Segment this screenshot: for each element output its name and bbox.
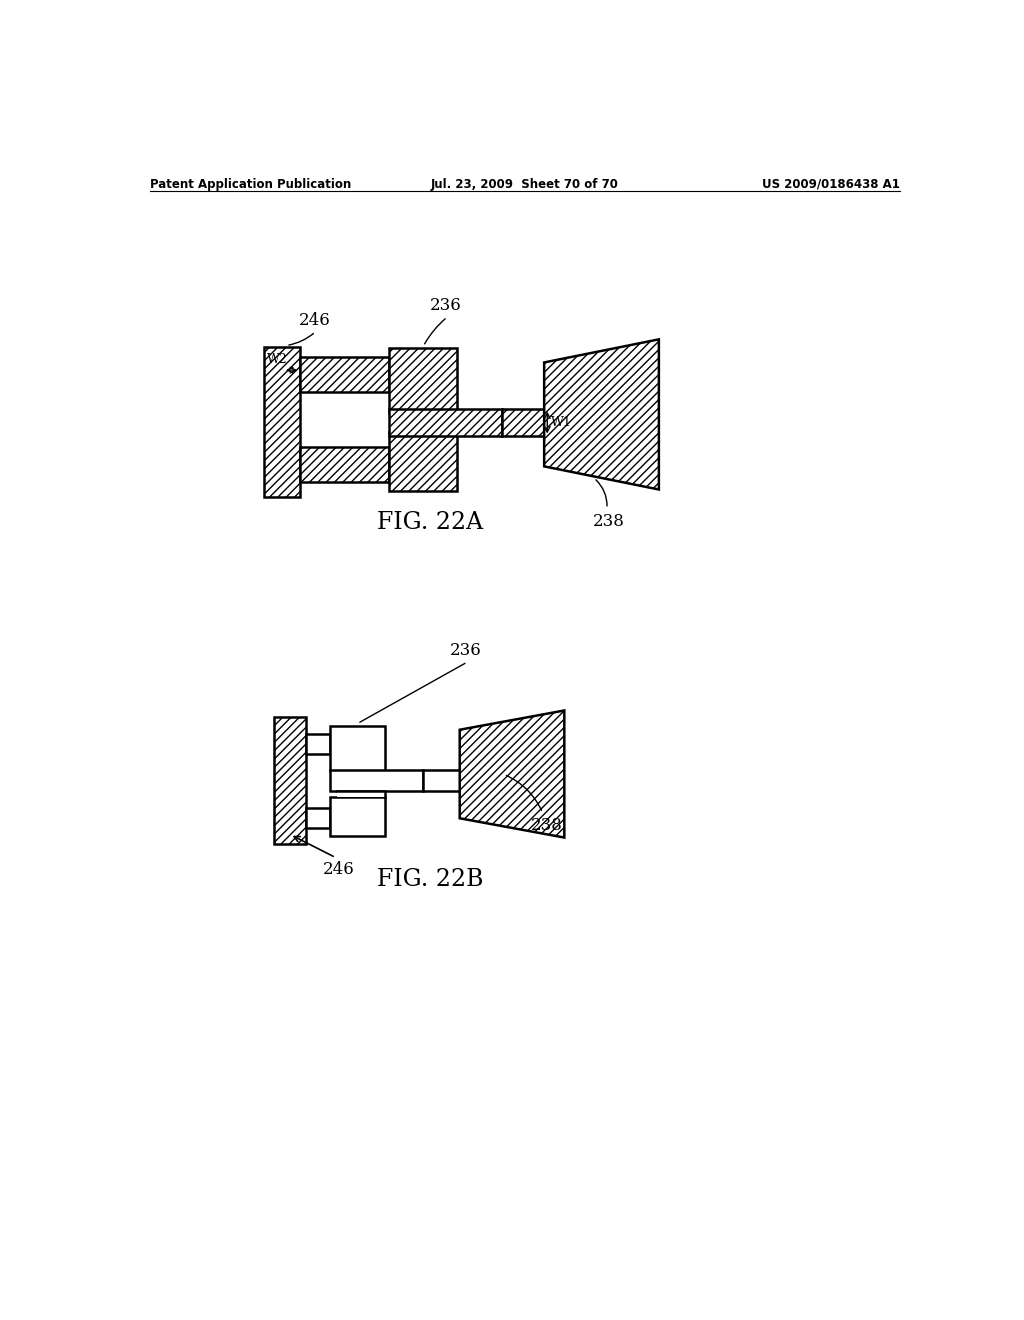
Bar	[330, 797, 385, 836]
Bar	[306, 808, 330, 829]
Bar	[300, 358, 389, 392]
Bar	[330, 726, 385, 771]
Polygon shape	[544, 339, 658, 490]
Bar	[423, 770, 460, 792]
Text: FIG. 22A: FIG. 22A	[377, 511, 483, 535]
Text: 238: 238	[593, 512, 625, 529]
Text: W2: W2	[266, 354, 288, 367]
Bar	[389, 432, 458, 491]
Bar	[330, 770, 423, 792]
Bar	[264, 347, 300, 498]
Text: W1: W1	[551, 416, 572, 429]
Bar	[306, 734, 330, 754]
Bar	[502, 409, 544, 437]
Bar	[389, 348, 458, 413]
Text: 246: 246	[324, 861, 355, 878]
Bar	[273, 717, 306, 843]
Text: US 2009/0186438 A1: US 2009/0186438 A1	[762, 178, 900, 190]
Text: 238: 238	[531, 817, 563, 834]
Text: 246: 246	[299, 313, 331, 330]
Text: Patent Application Publication: Patent Application Publication	[150, 178, 351, 190]
Text: FIG. 22B: FIG. 22B	[377, 869, 483, 891]
Bar	[300, 447, 389, 482]
Bar	[389, 409, 502, 437]
Text: 236: 236	[430, 297, 462, 314]
Text: 236: 236	[450, 642, 481, 659]
Bar	[337, 792, 385, 797]
Polygon shape	[460, 710, 564, 838]
Text: Jul. 23, 2009  Sheet 70 of 70: Jul. 23, 2009 Sheet 70 of 70	[431, 178, 618, 190]
